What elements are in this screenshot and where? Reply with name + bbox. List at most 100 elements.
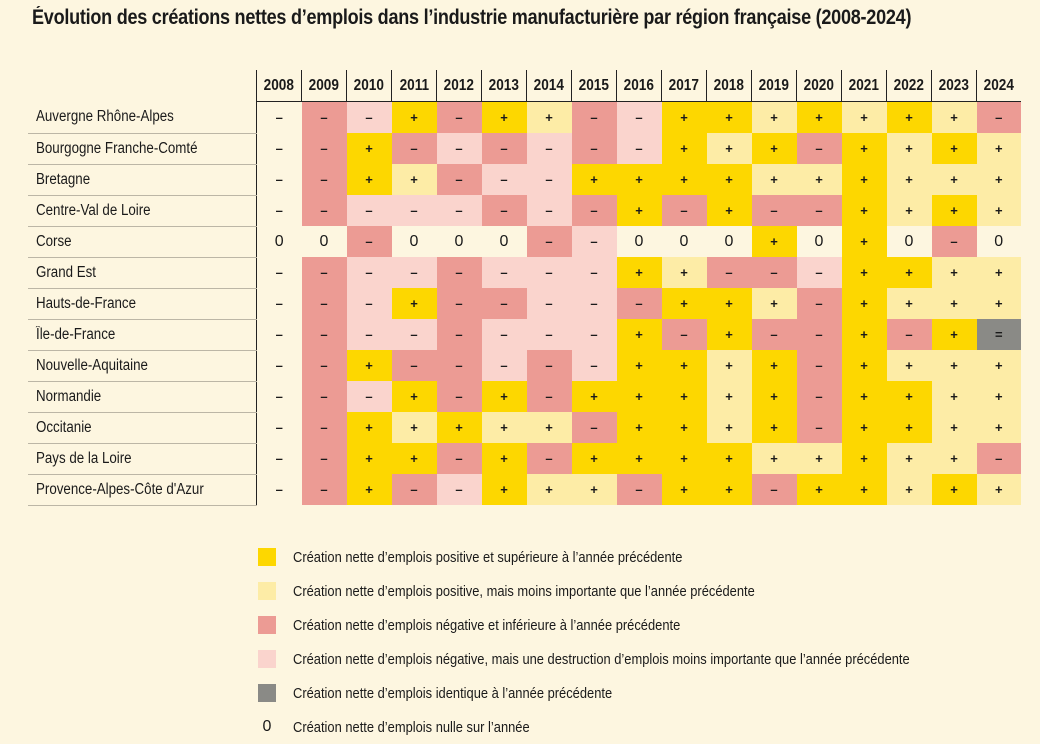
- region-label: Bourgogne Franche-Comté: [28, 133, 257, 165]
- heat-cell: +: [931, 288, 977, 319]
- heat-cell: –: [301, 443, 347, 474]
- region-label: Provence-Alpes-Côte d'Azur: [28, 474, 257, 506]
- heat-cell: +: [976, 288, 1021, 319]
- heat-cell: –: [275, 358, 283, 373]
- year-label: 2023: [938, 76, 970, 94]
- heat-cell: –: [346, 226, 392, 257]
- heat-cell: –: [526, 443, 572, 474]
- year-header: 2011: [391, 70, 437, 102]
- heat-cell: +: [886, 443, 932, 474]
- heat-cell: +: [751, 412, 797, 443]
- legend-item: Création nette d’emplois positive, mais …: [258, 574, 1010, 608]
- heat-cell: –: [481, 319, 527, 350]
- heat-cell: +: [841, 226, 887, 257]
- region-label: Centre-Val de Loire: [28, 195, 257, 227]
- heat-cell: +: [391, 443, 437, 474]
- year-header: 2009: [301, 70, 347, 102]
- legend-item: Création nette d’emplois négative, mais …: [258, 642, 1010, 676]
- legend-swatch: [258, 548, 276, 566]
- legend-item: Création nette d’emplois négative et inf…: [258, 608, 1010, 642]
- heat-cell: –: [571, 195, 617, 226]
- heat-cell: +: [841, 443, 887, 474]
- region-label: Île-de-France: [28, 319, 257, 351]
- heat-cell: –: [301, 288, 347, 319]
- heat-cell: –: [976, 443, 1021, 474]
- heat-cell: –: [526, 381, 572, 412]
- heat-cell: –: [346, 319, 392, 350]
- heat-cell: +: [931, 474, 977, 505]
- heat-cell: –: [571, 319, 617, 350]
- heat-cell: –: [751, 257, 797, 288]
- heat-cell: +: [616, 257, 662, 288]
- heat-cell: –: [301, 412, 347, 443]
- chart-title: Évolution des créations nettes d’emplois…: [32, 6, 912, 29]
- heatmap-table: 2008 2009 2010 2011 2012 2013 2014 2015 2016 2017…: [28, 70, 1021, 506]
- heat-cell: +: [841, 319, 887, 350]
- heat-cell: +: [706, 164, 752, 195]
- heat-cell: +: [616, 195, 662, 226]
- heat-cell: –: [526, 164, 572, 195]
- heat-cell: –: [391, 350, 437, 381]
- heat-cell: +: [526, 474, 572, 505]
- heat-cell: –: [301, 164, 347, 195]
- heat-cell: +: [886, 350, 932, 381]
- heat-cell: +: [796, 164, 842, 195]
- heat-cell: +: [346, 350, 392, 381]
- heat-cell: –: [391, 257, 437, 288]
- heat-cell: –: [526, 226, 572, 257]
- heat-cell: –: [616, 288, 662, 319]
- region-name: Auvergne Rhône-Alpes: [36, 108, 174, 125]
- heat-cell: –: [616, 133, 662, 164]
- heat-cell: 0: [634, 232, 644, 250]
- region-label: Auvergne Rhône-Alpes: [28, 101, 257, 134]
- region-name: Corse: [36, 232, 72, 250]
- heat-cell: +: [886, 101, 932, 133]
- year-header: 2022: [886, 70, 932, 102]
- year-header: 2015: [571, 70, 617, 102]
- heat-cell: –: [436, 319, 482, 350]
- heat-cell: +: [886, 474, 932, 505]
- heat-cell: 0: [409, 232, 419, 250]
- year-header-row: 2008 2009 2010 2011 2012 2013 2014 2015 2016 2017…: [28, 70, 1021, 102]
- legend-label: Création nette d’emplois négative, mais …: [293, 650, 910, 668]
- heat-cell: –: [571, 101, 617, 133]
- heat-cell: +: [931, 195, 977, 226]
- heat-cell: +: [661, 443, 707, 474]
- heat-cell: +: [931, 101, 977, 133]
- year-label: 2016: [623, 76, 655, 94]
- heat-cell: +: [841, 101, 887, 133]
- heat-cell: +: [481, 412, 527, 443]
- heat-cell: +: [706, 101, 752, 133]
- heat-cell: +: [886, 133, 932, 164]
- heat-cell: –: [275, 451, 283, 466]
- year-label: 2017: [668, 76, 700, 94]
- legend-label: Création nette d’emplois nulle sur l’ann…: [293, 718, 530, 736]
- heat-cell: –: [275, 389, 283, 404]
- heat-cell: –: [481, 195, 527, 226]
- heat-cell: +: [346, 474, 392, 505]
- region-label: Pays de la Loire: [28, 443, 257, 475]
- heat-cell: +: [751, 381, 797, 412]
- year-label: 2009: [308, 76, 340, 94]
- heat-cell: –: [436, 195, 482, 226]
- heat-cell: –: [391, 474, 437, 505]
- heat-cell: –: [526, 195, 572, 226]
- heat-cell: +: [886, 164, 932, 195]
- legend-item: 0 Création nette d’emplois nulle sur l’an…: [258, 710, 1010, 744]
- region-row: Normandie – – – + – + – + + + + + – + + + +: [28, 381, 1021, 413]
- heat-cell: +: [841, 412, 887, 443]
- heat-cell: –: [436, 474, 482, 505]
- region-row: Bourgogne Franche-Comté – – + – – – – – – + + + – + + + +: [28, 133, 1021, 165]
- heat-cell: +: [931, 319, 977, 350]
- heat-cell: 0: [814, 232, 824, 250]
- region-row: Corse 0 0–0 0 0– –0 0 0 +0 +0–0: [28, 226, 1021, 258]
- heat-cell: –: [796, 319, 842, 350]
- heat-cell: –: [481, 288, 527, 319]
- year-label: 2024: [983, 76, 1015, 94]
- heat-cell: +: [931, 381, 977, 412]
- year-header: 2017: [661, 70, 707, 102]
- heat-cell: –: [706, 257, 752, 288]
- heat-cell: –: [275, 172, 283, 187]
- heat-cell: –: [275, 327, 283, 342]
- year-header: 2020: [796, 70, 842, 102]
